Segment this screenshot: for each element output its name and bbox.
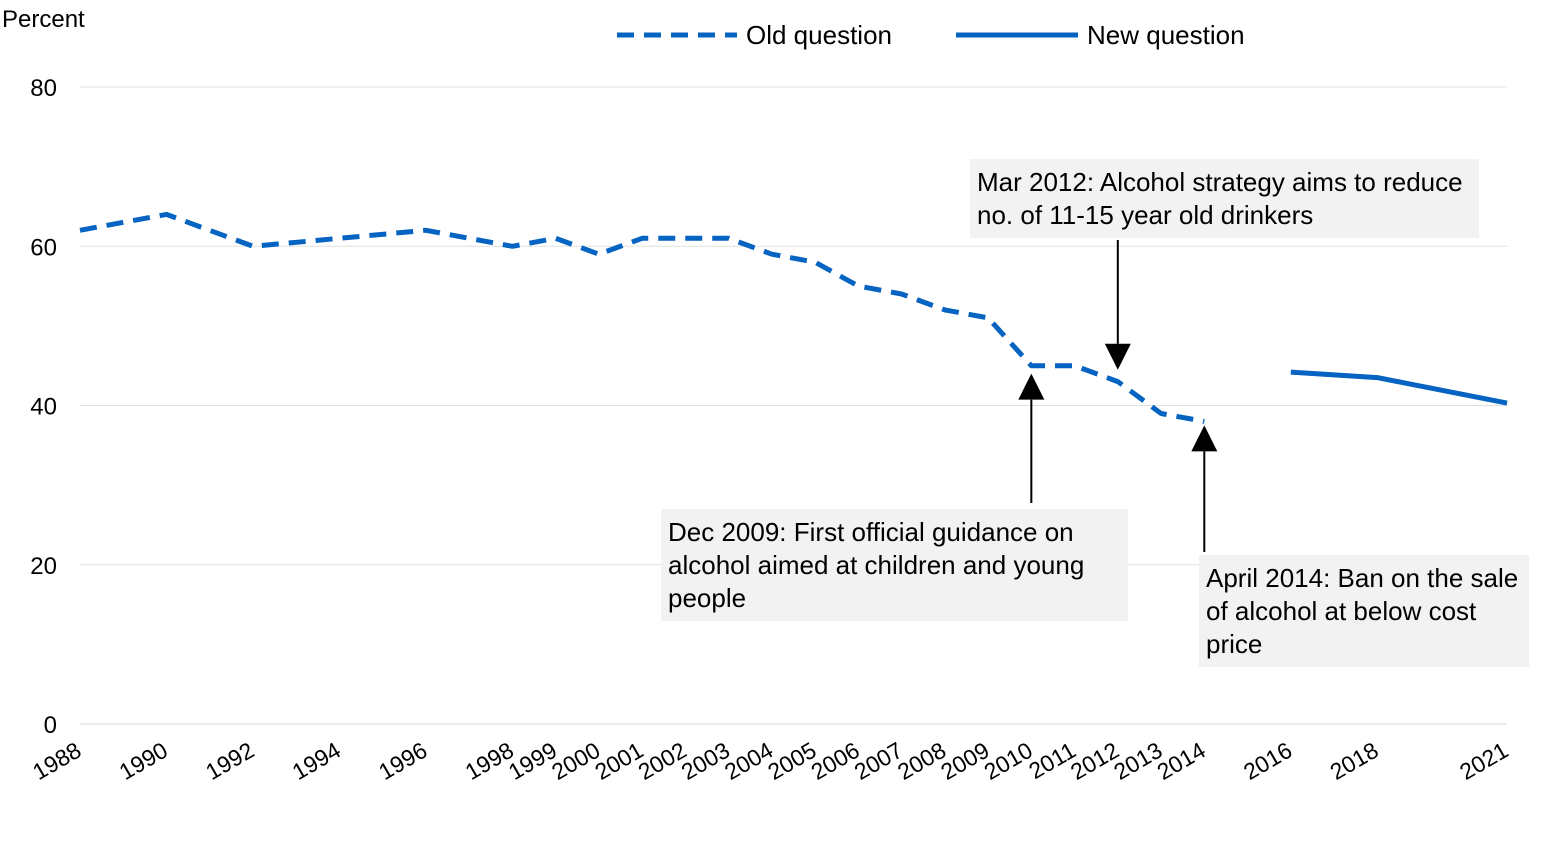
arrow-dec-2009-head <box>1018 373 1045 400</box>
x-tick-label: 1994 <box>288 737 345 785</box>
legend-label-old-question: Old question <box>746 20 892 50</box>
arrow-apr-2014-head <box>1191 425 1218 452</box>
annotation-apr-2014: April 2014: Ban on the sale of alcohol a… <box>1199 555 1529 667</box>
x-tick-label: 1988 <box>28 737 85 785</box>
annotation-arrows <box>1018 240 1218 552</box>
arrow-mar-2012-head <box>1104 343 1131 370</box>
x-tick-label: 2016 <box>1239 737 1296 785</box>
series-line-old-question <box>79 211 1205 424</box>
annotation-dec-2009: Dec 2009: First official guidance on alc… <box>661 509 1128 621</box>
x-tick-label: 2021 <box>1455 737 1512 785</box>
y-tick-label: 40 <box>30 394 57 421</box>
y-tick-label: 80 <box>30 75 57 102</box>
x-axis-ticks: 1988 1990 1992 1994 1996 19981999200020012002… <box>28 737 1512 785</box>
legend-label-new-question: New question <box>1087 20 1245 50</box>
y-tick-label: 60 <box>30 234 57 261</box>
y-axis-ticks: 0 20 40 60 80 <box>30 75 57 739</box>
x-tick-label: 1992 <box>201 737 258 785</box>
annotation-mar-2012: Mar 2012: Alcohol strategy aims to reduc… <box>970 159 1479 238</box>
y-tick-label: 0 <box>44 712 57 739</box>
series-line-new-question <box>1290 369 1508 406</box>
x-tick-label: 2018 <box>1325 737 1382 785</box>
series-lines <box>79 211 1508 424</box>
y-axis-label: Percent <box>2 6 85 33</box>
y-tick-label: 20 <box>30 553 57 580</box>
legend: Old question New question <box>617 20 1245 50</box>
x-tick-label: 1990 <box>115 737 172 785</box>
x-tick-label: 2014 <box>1152 737 1209 785</box>
x-tick-label: 1996 <box>374 737 431 785</box>
